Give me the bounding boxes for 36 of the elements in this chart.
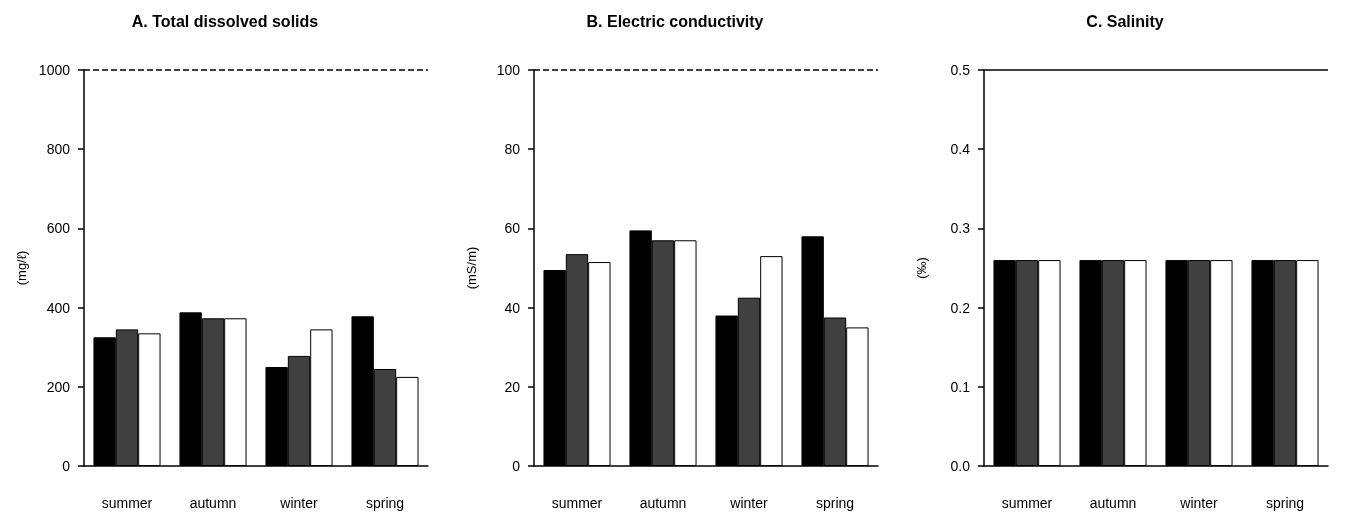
x-tick-label: winter (1179, 495, 1218, 511)
y-tick-label: 800 (46, 141, 71, 158)
y-axis-title: (mS/m) (464, 246, 479, 290)
x-tick-label: autumn (1089, 495, 1137, 511)
y-axis-title: (mg/ℓ) (13, 250, 29, 286)
y-tick-label: 20 (504, 378, 521, 395)
x-tick-label: autumn (189, 495, 237, 511)
y-tick-label: 0.3 (950, 220, 971, 237)
y-tick-label: 0.1 (950, 378, 971, 395)
x-tick-label: spring (1265, 495, 1305, 511)
y-tick-label: 0 (62, 458, 71, 474)
x-tick-label: summer (101, 495, 153, 511)
y-tick-label: 0.2 (950, 299, 971, 316)
y-tick-label: 0 (512, 458, 521, 474)
y-tick-label: 80 (504, 141, 521, 158)
y-tick-label: 1000 (38, 62, 71, 78)
y-tick-label: 100 (496, 62, 521, 78)
chart-title: A. Total dissolved solids (131, 12, 319, 30)
y-tick-label: 400 (46, 299, 71, 316)
x-tick-label: spring (815, 495, 855, 511)
y-axis-title: (‰) (914, 257, 929, 279)
x-tick-label: spring (365, 495, 405, 511)
y-tick-label: 0.0 (950, 458, 971, 474)
y-tick-label: 0.5 (950, 62, 971, 78)
x-tick-label: summer (1001, 495, 1053, 511)
x-tick-label: autumn (639, 495, 687, 511)
chart-title: C. Salinity (1086, 12, 1164, 30)
y-tick-label: 40 (504, 299, 521, 316)
y-tick-label: 200 (46, 378, 71, 395)
y-tick-label: 0.4 (950, 141, 971, 158)
y-tick-label: 60 (504, 220, 521, 237)
x-tick-label: winter (729, 495, 768, 511)
y-tick-label: 600 (46, 220, 71, 237)
chart-title: B. Electric conductivity (586, 12, 764, 30)
x-tick-label: summer (551, 495, 603, 511)
x-tick-label: winter (279, 495, 318, 511)
